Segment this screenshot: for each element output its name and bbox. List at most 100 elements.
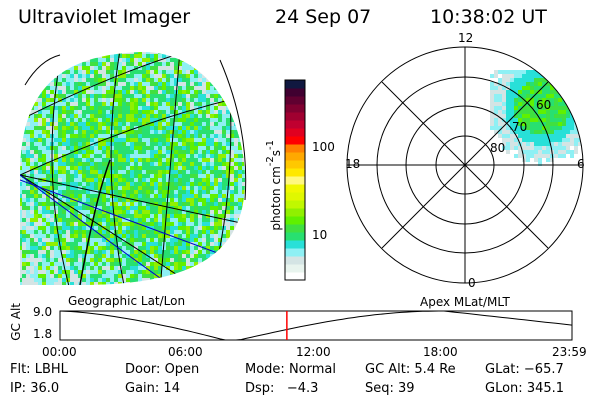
image-pixel <box>146 246 150 250</box>
image-pixel <box>226 194 230 198</box>
image-pixel <box>110 166 114 170</box>
image-pixel <box>238 254 242 258</box>
image-pixel <box>234 166 238 170</box>
image-pixel <box>546 70 550 74</box>
image-pixel <box>42 258 46 262</box>
image-pixel <box>226 174 230 178</box>
image-pixel <box>146 118 150 122</box>
image-pixel <box>542 106 546 110</box>
image-pixel <box>242 222 245 226</box>
image-pixel <box>198 190 202 194</box>
image-pixel <box>94 182 98 186</box>
image-pixel <box>62 274 66 278</box>
image-pixel <box>30 78 34 82</box>
image-pixel <box>214 262 218 266</box>
image-pixel <box>186 174 190 178</box>
image-pixel <box>174 62 178 66</box>
image-pixel <box>534 146 538 150</box>
image-pixel <box>166 94 170 98</box>
image-pixel <box>206 58 210 62</box>
image-pixel <box>82 266 86 270</box>
image-pixel <box>582 74 583 78</box>
image-pixel <box>202 186 206 190</box>
image-pixel <box>214 162 218 166</box>
image-pixel <box>190 282 194 285</box>
image-pixel <box>170 86 174 90</box>
image-pixel <box>66 74 70 78</box>
image-pixel <box>522 94 526 98</box>
image-pixel <box>234 54 238 58</box>
image-pixel <box>526 98 530 102</box>
image-pixel <box>210 66 214 70</box>
image-pixel <box>114 138 118 142</box>
image-pixel <box>70 70 74 74</box>
image-pixel <box>20 70 22 74</box>
image-pixel <box>190 94 194 98</box>
image-pixel <box>74 98 78 102</box>
image-pixel <box>38 150 42 154</box>
image-pixel <box>138 122 142 126</box>
image-pixel <box>226 278 230 282</box>
image-pixel <box>66 186 70 190</box>
image-pixel <box>130 194 134 198</box>
image-pixel <box>558 134 562 138</box>
image-pixel <box>114 66 118 70</box>
image-pixel <box>46 234 50 238</box>
image-pixel <box>78 130 82 134</box>
image-pixel <box>46 114 50 118</box>
image-pixel <box>170 106 174 110</box>
image-pixel <box>150 126 154 130</box>
image-pixel <box>70 174 74 178</box>
image-pixel <box>166 214 170 218</box>
image-pixel <box>142 274 146 278</box>
image-pixel <box>182 214 186 218</box>
image-pixel <box>126 78 130 82</box>
image-pixel <box>186 166 190 170</box>
image-pixel <box>178 230 182 234</box>
image-pixel <box>54 162 58 166</box>
image-pixel <box>226 214 230 218</box>
info-value: 5.4 Re <box>414 362 456 377</box>
image-pixel <box>550 90 554 94</box>
image-pixel <box>138 158 142 162</box>
image-pixel <box>222 110 226 114</box>
image-pixel <box>246 74 250 78</box>
image-pixel <box>198 222 202 226</box>
image-pixel <box>154 190 158 194</box>
image-pixel <box>222 238 226 242</box>
image-pixel <box>166 218 170 222</box>
image-pixel <box>94 142 98 146</box>
image-pixel <box>94 222 98 226</box>
image-pixel <box>518 82 522 86</box>
image-pixel <box>34 106 38 110</box>
image-pixel <box>78 114 82 118</box>
image-pixel <box>186 190 190 194</box>
image-pixel <box>206 158 210 162</box>
image-pixel <box>206 110 210 114</box>
image-pixel <box>150 154 154 158</box>
image-pixel <box>54 110 58 114</box>
image-pixel <box>246 142 250 146</box>
image-pixel <box>170 210 174 214</box>
image-pixel <box>54 262 58 266</box>
image-pixel <box>134 138 138 142</box>
unit-text: s <box>269 149 283 157</box>
image-pixel <box>558 94 562 98</box>
image-pixel <box>170 194 174 198</box>
image-pixel <box>522 106 526 110</box>
image-pixel <box>530 130 534 134</box>
image-pixel <box>194 102 198 106</box>
image-pixel <box>142 110 146 114</box>
image-pixel <box>194 78 198 82</box>
image-pixel <box>134 206 138 210</box>
image-pixel <box>62 142 66 146</box>
image-pixel <box>62 138 66 142</box>
image-pixel <box>22 190 26 194</box>
image-pixel <box>530 118 534 122</box>
image-pixel <box>142 90 146 94</box>
image-pixel <box>510 98 514 102</box>
image-pixel <box>526 110 530 114</box>
image-pixel <box>202 86 206 90</box>
image-pixel <box>162 230 166 234</box>
image-pixel <box>106 230 110 234</box>
